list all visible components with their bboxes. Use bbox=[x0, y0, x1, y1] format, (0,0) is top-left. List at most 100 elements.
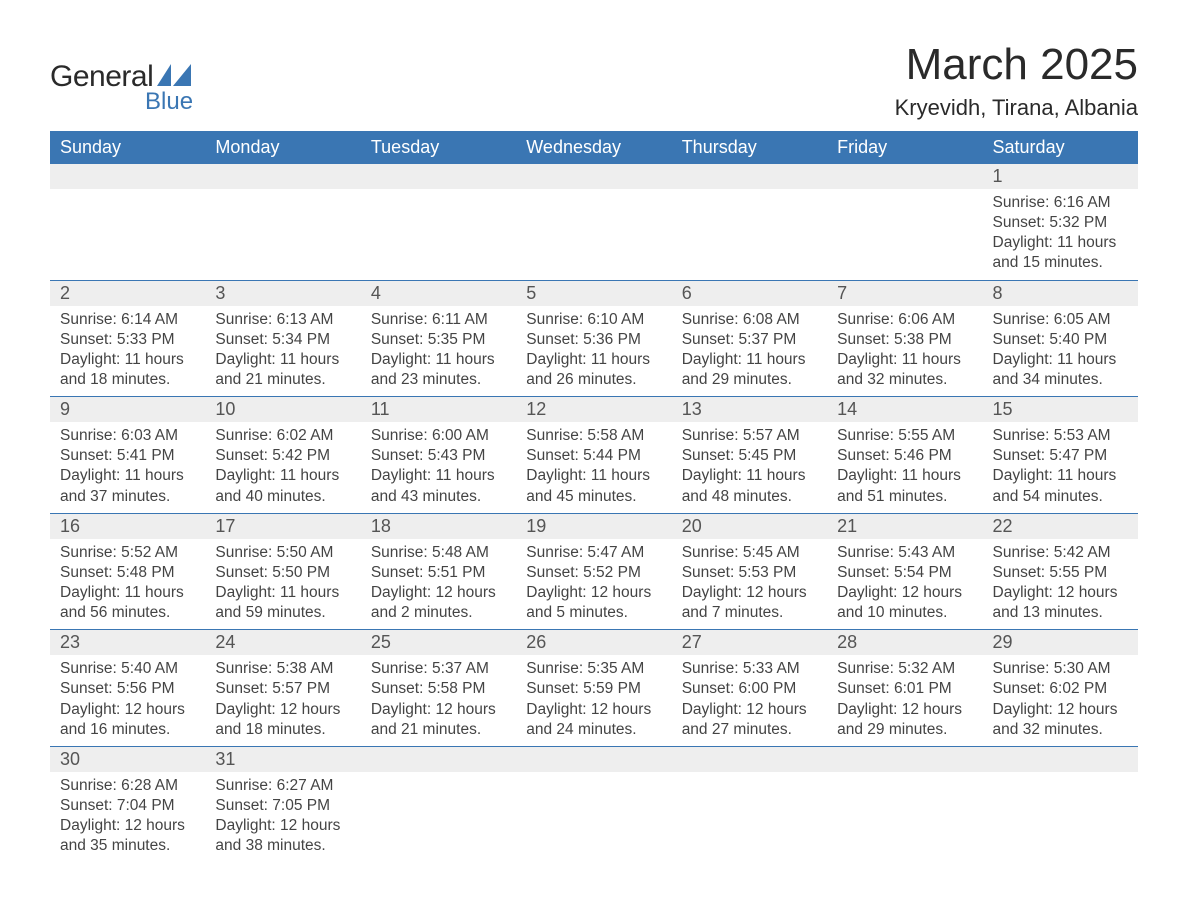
day-data: Sunrise: 6:14 AMSunset: 5:33 PMDaylight:… bbox=[50, 306, 205, 397]
day-number: 1 bbox=[983, 164, 1138, 189]
calendar-row: 30Sunrise: 6:28 AMSunset: 7:04 PMDayligh… bbox=[50, 746, 1138, 862]
day-number bbox=[205, 164, 360, 189]
day-number bbox=[672, 164, 827, 189]
day-number: 24 bbox=[205, 630, 360, 655]
calendar-cell: 27Sunrise: 5:33 AMSunset: 6:00 PMDayligh… bbox=[672, 630, 827, 747]
weekday-header: Monday bbox=[205, 131, 360, 164]
calendar-cell-empty bbox=[827, 746, 982, 862]
calendar-row: 9Sunrise: 6:03 AMSunset: 5:41 PMDaylight… bbox=[50, 397, 1138, 514]
day-data bbox=[516, 189, 671, 219]
day-number: 5 bbox=[516, 281, 671, 306]
calendar-cell: 24Sunrise: 5:38 AMSunset: 5:57 PMDayligh… bbox=[205, 630, 360, 747]
day-number bbox=[672, 747, 827, 772]
calendar-cell: 15Sunrise: 5:53 AMSunset: 5:47 PMDayligh… bbox=[983, 397, 1138, 514]
day-number: 22 bbox=[983, 514, 1138, 539]
calendar-table: SundayMondayTuesdayWednesdayThursdayFrid… bbox=[50, 131, 1138, 862]
day-data bbox=[361, 772, 516, 802]
day-data bbox=[672, 772, 827, 802]
calendar-cell-empty bbox=[516, 746, 671, 862]
day-number: 21 bbox=[827, 514, 982, 539]
calendar-cell: 2Sunrise: 6:14 AMSunset: 5:33 PMDaylight… bbox=[50, 280, 205, 397]
calendar-cell: 7Sunrise: 6:06 AMSunset: 5:38 PMDaylight… bbox=[827, 280, 982, 397]
day-data bbox=[516, 772, 671, 802]
day-data: Sunrise: 5:30 AMSunset: 6:02 PMDaylight:… bbox=[983, 655, 1138, 746]
header: General Blue March 2025 Kryevidh, Tirana… bbox=[50, 40, 1138, 121]
day-data: Sunrise: 5:58 AMSunset: 5:44 PMDaylight:… bbox=[516, 422, 671, 513]
day-data: Sunrise: 5:55 AMSunset: 5:46 PMDaylight:… bbox=[827, 422, 982, 513]
day-data: Sunrise: 5:35 AMSunset: 5:59 PMDaylight:… bbox=[516, 655, 671, 746]
day-data bbox=[361, 189, 516, 219]
location: Kryevidh, Tirana, Albania bbox=[895, 95, 1138, 121]
calendar-cell: 29Sunrise: 5:30 AMSunset: 6:02 PMDayligh… bbox=[983, 630, 1138, 747]
weekday-header: Sunday bbox=[50, 131, 205, 164]
day-number bbox=[361, 164, 516, 189]
calendar-row: 1Sunrise: 6:16 AMSunset: 5:32 PMDaylight… bbox=[50, 164, 1138, 280]
weekday-header: Thursday bbox=[672, 131, 827, 164]
day-number bbox=[827, 164, 982, 189]
day-number: 4 bbox=[361, 281, 516, 306]
logo-text-main: General bbox=[50, 60, 153, 94]
day-data: Sunrise: 5:53 AMSunset: 5:47 PMDaylight:… bbox=[983, 422, 1138, 513]
day-data bbox=[827, 189, 982, 219]
day-data: Sunrise: 6:27 AMSunset: 7:05 PMDaylight:… bbox=[205, 772, 360, 863]
day-number bbox=[361, 747, 516, 772]
calendar-cell-empty bbox=[672, 164, 827, 280]
day-data: Sunrise: 6:16 AMSunset: 5:32 PMDaylight:… bbox=[983, 189, 1138, 280]
day-data: Sunrise: 6:06 AMSunset: 5:38 PMDaylight:… bbox=[827, 306, 982, 397]
weekday-header: Saturday bbox=[983, 131, 1138, 164]
calendar-cell: 30Sunrise: 6:28 AMSunset: 7:04 PMDayligh… bbox=[50, 746, 205, 862]
day-data: Sunrise: 5:40 AMSunset: 5:56 PMDaylight:… bbox=[50, 655, 205, 746]
day-data: Sunrise: 5:33 AMSunset: 6:00 PMDaylight:… bbox=[672, 655, 827, 746]
day-number: 23 bbox=[50, 630, 205, 655]
day-data: Sunrise: 6:05 AMSunset: 5:40 PMDaylight:… bbox=[983, 306, 1138, 397]
calendar-cell: 20Sunrise: 5:45 AMSunset: 5:53 PMDayligh… bbox=[672, 513, 827, 630]
day-number bbox=[827, 747, 982, 772]
calendar-cell: 28Sunrise: 5:32 AMSunset: 6:01 PMDayligh… bbox=[827, 630, 982, 747]
logo-text-sub: Blue bbox=[145, 88, 193, 116]
day-data: Sunrise: 6:02 AMSunset: 5:42 PMDaylight:… bbox=[205, 422, 360, 513]
day-data: Sunrise: 5:32 AMSunset: 6:01 PMDaylight:… bbox=[827, 655, 982, 746]
day-number: 12 bbox=[516, 397, 671, 422]
calendar-cell: 6Sunrise: 6:08 AMSunset: 5:37 PMDaylight… bbox=[672, 280, 827, 397]
calendar-cell: 10Sunrise: 6:02 AMSunset: 5:42 PMDayligh… bbox=[205, 397, 360, 514]
day-number bbox=[983, 747, 1138, 772]
day-number: 20 bbox=[672, 514, 827, 539]
day-data: Sunrise: 6:11 AMSunset: 5:35 PMDaylight:… bbox=[361, 306, 516, 397]
calendar-cell: 14Sunrise: 5:55 AMSunset: 5:46 PMDayligh… bbox=[827, 397, 982, 514]
day-number: 18 bbox=[361, 514, 516, 539]
calendar-cell-empty bbox=[50, 164, 205, 280]
month-title: March 2025 bbox=[895, 40, 1138, 90]
weekday-header: Wednesday bbox=[516, 131, 671, 164]
day-number: 30 bbox=[50, 747, 205, 772]
calendar-cell-empty bbox=[827, 164, 982, 280]
day-number: 10 bbox=[205, 397, 360, 422]
day-data: Sunrise: 5:42 AMSunset: 5:55 PMDaylight:… bbox=[983, 539, 1138, 630]
day-number bbox=[516, 164, 671, 189]
day-number: 9 bbox=[50, 397, 205, 422]
logo: General Blue bbox=[50, 60, 193, 116]
day-data: Sunrise: 6:08 AMSunset: 5:37 PMDaylight:… bbox=[672, 306, 827, 397]
calendar-cell-empty bbox=[205, 164, 360, 280]
calendar-cell: 31Sunrise: 6:27 AMSunset: 7:05 PMDayligh… bbox=[205, 746, 360, 862]
day-data: Sunrise: 6:28 AMSunset: 7:04 PMDaylight:… bbox=[50, 772, 205, 863]
day-data: Sunrise: 5:57 AMSunset: 5:45 PMDaylight:… bbox=[672, 422, 827, 513]
calendar-cell: 18Sunrise: 5:48 AMSunset: 5:51 PMDayligh… bbox=[361, 513, 516, 630]
calendar-cell-empty bbox=[672, 746, 827, 862]
day-number: 8 bbox=[983, 281, 1138, 306]
calendar-cell: 5Sunrise: 6:10 AMSunset: 5:36 PMDaylight… bbox=[516, 280, 671, 397]
calendar-cell: 22Sunrise: 5:42 AMSunset: 5:55 PMDayligh… bbox=[983, 513, 1138, 630]
calendar-cell: 8Sunrise: 6:05 AMSunset: 5:40 PMDaylight… bbox=[983, 280, 1138, 397]
calendar-cell: 11Sunrise: 6:00 AMSunset: 5:43 PMDayligh… bbox=[361, 397, 516, 514]
day-data bbox=[205, 189, 360, 219]
day-data bbox=[983, 772, 1138, 802]
calendar-row: 2Sunrise: 6:14 AMSunset: 5:33 PMDaylight… bbox=[50, 280, 1138, 397]
day-number: 27 bbox=[672, 630, 827, 655]
calendar-cell-empty bbox=[361, 164, 516, 280]
day-number: 31 bbox=[205, 747, 360, 772]
day-number: 19 bbox=[516, 514, 671, 539]
calendar-cell: 13Sunrise: 5:57 AMSunset: 5:45 PMDayligh… bbox=[672, 397, 827, 514]
calendar-cell: 25Sunrise: 5:37 AMSunset: 5:58 PMDayligh… bbox=[361, 630, 516, 747]
day-data bbox=[827, 772, 982, 802]
day-number: 13 bbox=[672, 397, 827, 422]
day-number: 29 bbox=[983, 630, 1138, 655]
